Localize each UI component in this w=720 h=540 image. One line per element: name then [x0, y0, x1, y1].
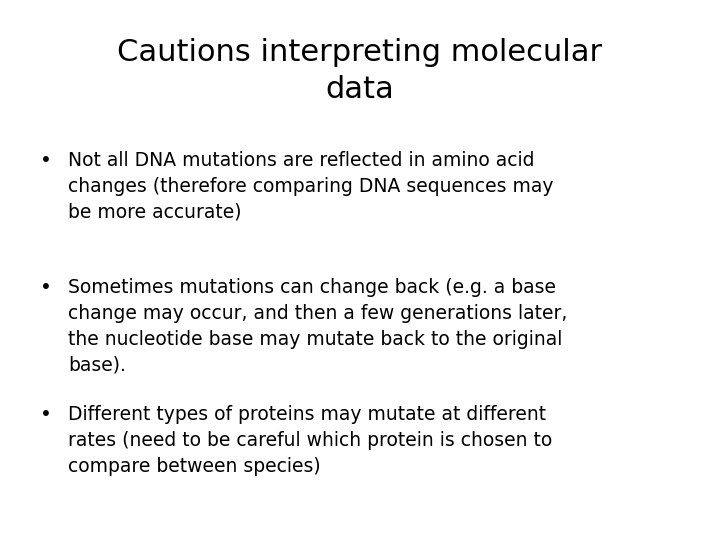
Text: Cautions interpreting molecular
data: Cautions interpreting molecular data [117, 38, 603, 104]
Text: •: • [40, 405, 51, 424]
Text: •: • [40, 278, 51, 297]
Text: •: • [40, 151, 51, 170]
Text: Different types of proteins may mutate at different
rates (need to be careful wh: Different types of proteins may mutate a… [68, 405, 553, 476]
Text: Sometimes mutations can change back (e.g. a base
change may occur, and then a fe: Sometimes mutations can change back (e.g… [68, 278, 568, 374]
Text: Not all DNA mutations are reflected in amino acid
changes (therefore comparing D: Not all DNA mutations are reflected in a… [68, 151, 554, 222]
